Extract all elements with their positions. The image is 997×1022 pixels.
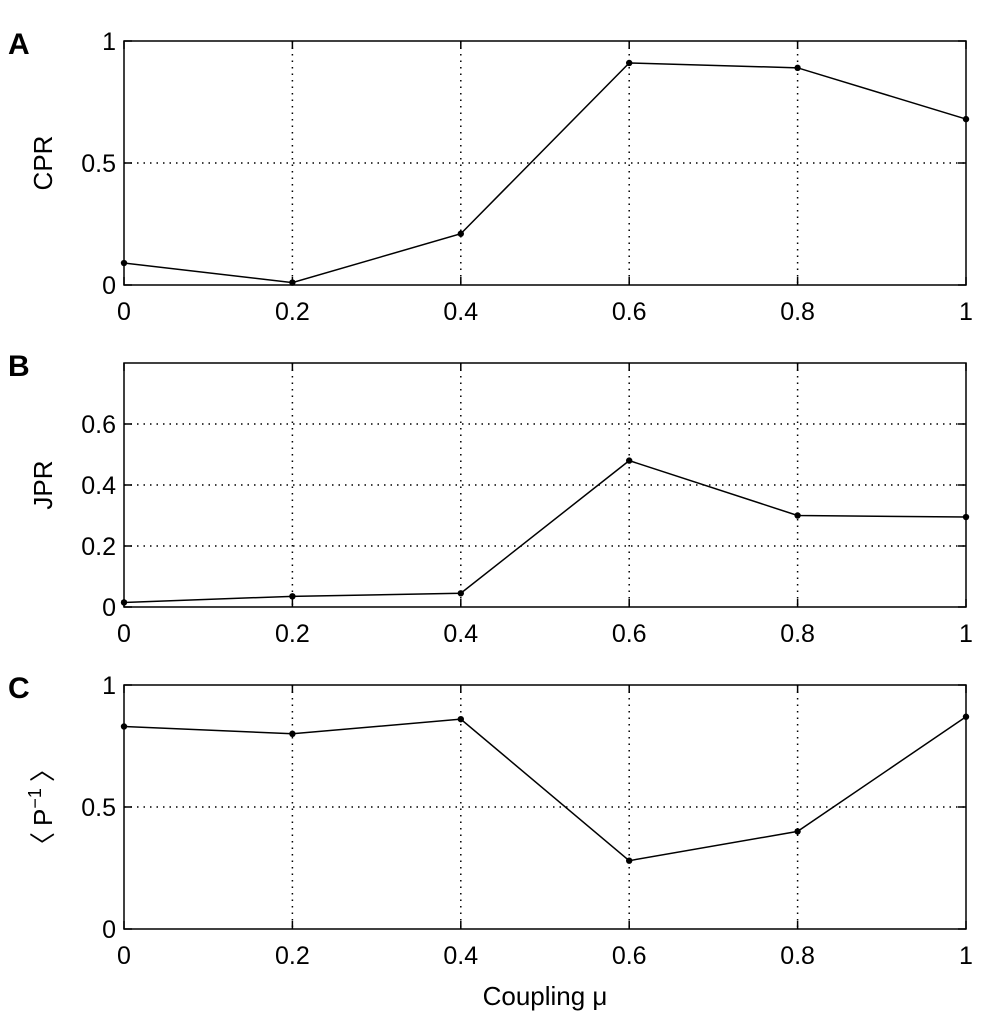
y-tick-label: 0.4 (81, 472, 116, 500)
panel-c: C 0 0.2 0.4 0.6 0.8 1 0 0.5 1 〈 P−1 〉 Coupling μ (8, 672, 973, 1011)
data-point (457, 590, 464, 597)
y-tick-label: 0 (102, 916, 116, 944)
x-tick-label: 0.8 (780, 942, 815, 970)
y-tick-label: 0 (102, 272, 116, 300)
data-point (120, 723, 128, 730)
data-point (626, 857, 633, 864)
series-line (123, 459, 967, 604)
y-axis-label: 〈 P−1 〉 (25, 756, 58, 858)
series-line (123, 62, 967, 284)
y-tick-label: 1 (102, 28, 116, 56)
data-point (626, 457, 633, 464)
data-point (626, 59, 633, 67)
y-tick-label: 0.2 (81, 533, 116, 561)
data-point (794, 512, 801, 519)
data-point (962, 713, 970, 720)
x-tick-label: 1 (959, 942, 973, 970)
y-axis-label-base: P (28, 809, 58, 826)
x-tick-label: 0 (117, 620, 131, 648)
y-axis-label: CPR (28, 136, 58, 191)
x-axis-label: Coupling μ (483, 981, 608, 1011)
data-point (794, 828, 801, 835)
x-tick-label: 0.2 (275, 942, 310, 970)
data-point (120, 259, 128, 267)
panel-letter: C (8, 672, 30, 705)
y-tick-label: 1 (102, 672, 116, 700)
x-tick-label: 1 (959, 298, 973, 326)
x-tick-label: 1 (959, 620, 973, 648)
y-axis-label-left-bracket: 〈 (28, 832, 58, 858)
data-point (457, 230, 464, 237)
x-tick-label: 0 (117, 942, 131, 970)
panel-a: A 0 0.2 0.4 0.6 0.8 1 0 0.5 1 CPR (8, 28, 973, 326)
data-point (289, 730, 296, 737)
x-tick-label: 0.4 (443, 620, 478, 648)
y-tick-label: 0.5 (81, 150, 116, 178)
data-point (120, 599, 128, 606)
x-tick-label: 0.8 (780, 620, 815, 648)
y-tick-label: 0.5 (81, 794, 116, 822)
y-tick-label: 0.6 (81, 411, 116, 439)
y-axis-label-right-bracket: 〉 (28, 756, 58, 782)
x-tick-label: 0 (117, 298, 131, 326)
data-point (289, 279, 296, 286)
x-tick-label: 0.4 (443, 942, 478, 970)
series-line (123, 716, 967, 862)
x-tick-label: 0.6 (612, 620, 647, 648)
x-tick-label: 0.2 (275, 298, 310, 326)
y-axis-label-superscript: −1 (25, 788, 45, 809)
x-tick-label: 0.8 (780, 298, 815, 326)
panel-b: B 0 0.2 0.4 0.6 0.8 1 0 0.2 0.4 0.6 JPR (8, 350, 973, 648)
x-tick-label: 0.6 (612, 942, 647, 970)
x-tick-label: 0.6 (612, 298, 647, 326)
panel-letter: B (8, 350, 30, 383)
data-point (289, 593, 296, 600)
data-point (962, 115, 970, 123)
y-axis-label: JPR (28, 460, 58, 509)
panel-letter: A (8, 28, 30, 61)
data-point (962, 513, 970, 521)
data-point (794, 64, 801, 72)
data-point (457, 715, 464, 723)
y-tick-label: 0 (102, 594, 116, 622)
x-tick-label: 0.4 (443, 298, 478, 326)
x-tick-label: 0.2 (275, 620, 310, 648)
